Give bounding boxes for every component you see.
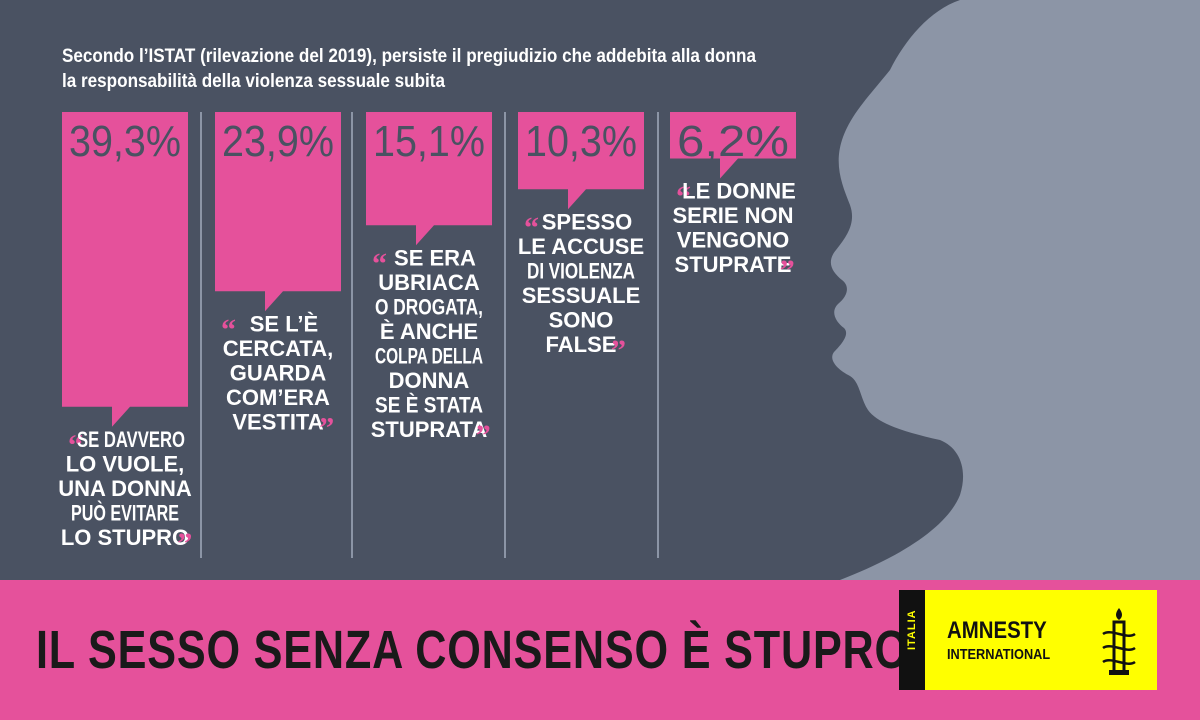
quote-line: SE ERA [394, 245, 476, 270]
open-quote-mark: “ [372, 247, 387, 280]
close-quote-mark: ” [177, 527, 192, 560]
bar-value-label: 10,3% [525, 117, 637, 166]
quote-line: SE DAVVERO [77, 427, 185, 452]
quote-line: SPESSO [542, 209, 632, 234]
close-quote-mark: ” [611, 334, 626, 367]
quote-line: LO STUPRO [61, 525, 189, 550]
quote-line: O DROGATA, [375, 294, 483, 319]
logo-country-strip: ITALIA [899, 590, 925, 690]
bar [670, 112, 796, 179]
quote-line: CERCATA, [223, 336, 333, 361]
candle-barbed-wire-icon [1102, 608, 1136, 675]
logo-name: AMNESTY [947, 617, 1047, 644]
open-quote-mark: “ [524, 211, 539, 244]
close-quote-mark: ” [476, 419, 491, 452]
bar-value-label: 6,2% [677, 117, 789, 166]
quote-line: SESSUALE [522, 283, 641, 308]
quote-line: PUÒ EVITARE [71, 500, 179, 525]
quote-line: GUARDA [230, 360, 327, 385]
quote-line: SE È STATA [375, 392, 483, 417]
quote-line: DI VIOLENZA [527, 258, 635, 283]
slogan: IL SESSO SENZA CONSENSO È STUPRO! [36, 620, 925, 680]
footer-banner: IL SESSO SENZA CONSENSO È STUPRO! ITALIA… [0, 580, 1200, 720]
bar-value-label: 23,9% [222, 117, 334, 166]
quote-line: LE DONNE [682, 179, 796, 204]
bar [366, 112, 492, 246]
quote-line: STUPRATA [371, 417, 488, 442]
bar [215, 112, 341, 312]
intro-line-1: Secondo l’ISTAT (rilevazione del 2019), … [62, 46, 756, 67]
head-silhouette-shape [830, 0, 1200, 580]
quote-line: DONNA [389, 368, 470, 393]
logo-subname: INTERNATIONAL [947, 646, 1051, 663]
quote-line: COM’ERA [226, 385, 330, 410]
logo-country: ITALIA [906, 609, 918, 650]
intro-text: Secondo l’ISTAT (rilevazione del 2019), … [62, 44, 773, 94]
bar-value-label: 39,3% [69, 117, 181, 166]
bar [62, 112, 188, 427]
quote-line: UBRIACA [378, 270, 480, 295]
quote-line: LE ACCUSE [518, 234, 644, 259]
close-quote-mark: ” [319, 411, 334, 444]
bar [518, 112, 644, 210]
bar-value-label: 15,1% [373, 117, 485, 166]
open-quote-mark: “ [676, 181, 691, 214]
woman-profile-silhouette [830, 0, 1200, 580]
quote-line: VESTITA [232, 409, 323, 434]
close-quote-mark: ” [780, 254, 795, 287]
quote-line: STUPRATE [675, 252, 792, 277]
quote-line: SERIE NON [672, 203, 793, 228]
quote-line: FALSE [546, 332, 617, 357]
amnesty-logo: ITALIA AMNESTY INTERNATIONAL [899, 590, 1157, 690]
open-quote-mark: “ [221, 313, 236, 346]
quote-line: VENGONO [677, 228, 789, 253]
intro-line-2: la responsabilità della violenza sessual… [62, 71, 446, 92]
open-quote-mark: “ [68, 429, 83, 462]
quote-line: SE L’È [250, 311, 318, 336]
quote-line: SONO [549, 307, 614, 332]
quote-line: UNA DONNA [58, 476, 192, 501]
quote-line: È ANCHE [380, 319, 478, 344]
quote-line: COLPA DELLA [375, 343, 483, 368]
quote-line: LO VUOLE, [66, 451, 185, 476]
